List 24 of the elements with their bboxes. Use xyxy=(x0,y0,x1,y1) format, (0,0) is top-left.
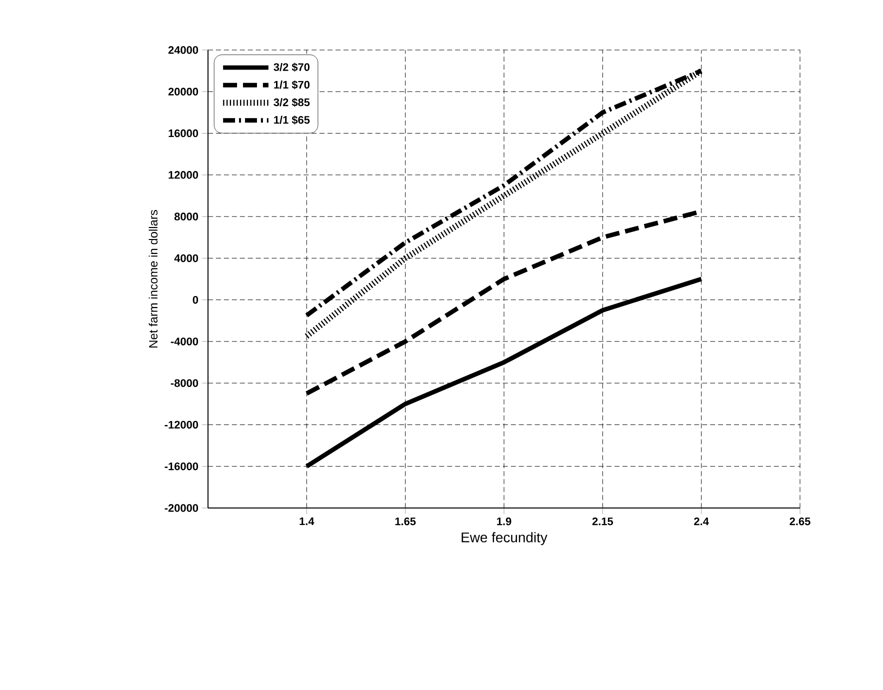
y-tick-label: -12000 xyxy=(164,420,198,429)
y-tick-label: 8000 xyxy=(174,212,198,220)
y-tick-label: 12000 xyxy=(168,171,198,179)
y-tick-label: 20000 xyxy=(168,88,198,96)
x-tick-label: 1.9 xyxy=(497,518,512,526)
x-tick-label: 2.65 xyxy=(790,518,810,526)
y-tick-label: -4000 xyxy=(170,338,198,346)
legend-label: 1/1 $65 xyxy=(274,116,310,124)
y-tick-label: 4000 xyxy=(174,254,198,262)
y-tick-label: 24000 xyxy=(168,46,198,54)
x-tick-label: 1.4 xyxy=(300,518,314,526)
x-tick-label: 2.15 xyxy=(592,518,614,526)
y-axis-title: Net farm income in dollars xyxy=(148,210,158,348)
y-tick-label: 16000 xyxy=(168,129,198,138)
legend-label: 1/1 $70 xyxy=(274,80,310,90)
y-tick-label: -20000 xyxy=(164,504,198,512)
legend-label: 3/2 $70 xyxy=(274,62,310,72)
y-tick-label: 0 xyxy=(192,296,198,304)
legend-label: 3/2 $85 xyxy=(274,98,310,107)
x-tick-label: 2.4 xyxy=(694,518,709,526)
y-tick-label: -8000 xyxy=(170,379,198,387)
x-axis-title: Ewe fecundity xyxy=(462,532,548,546)
y-tick-label: -16000 xyxy=(164,462,198,470)
x-tick-label: 1.65 xyxy=(395,518,416,526)
